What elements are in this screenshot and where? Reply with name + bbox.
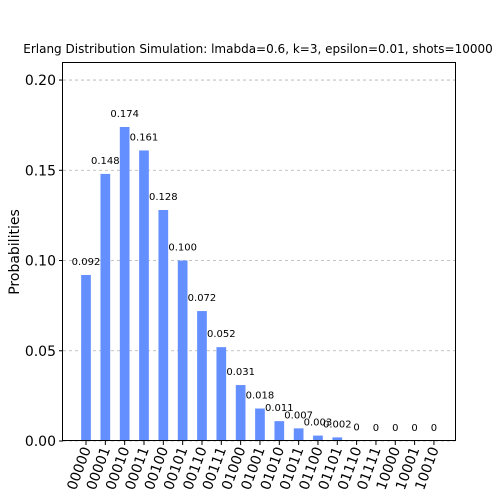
data-label: 0 xyxy=(373,423,379,434)
chart-title: Erlang Distribution Simulation: lmabda=0… xyxy=(23,42,493,56)
data-label: 0.003 xyxy=(304,418,333,429)
data-label: 0.072 xyxy=(188,293,217,304)
y-tick-label: 0.05 xyxy=(25,344,56,360)
bar xyxy=(216,347,227,441)
data-label: 0.092 xyxy=(72,257,101,268)
bar xyxy=(119,126,130,441)
bar xyxy=(255,408,265,441)
bar xyxy=(81,274,91,441)
data-label: 0.018 xyxy=(246,391,275,402)
bar xyxy=(332,437,343,441)
bar xyxy=(158,209,169,441)
data-label: 0 xyxy=(353,422,359,433)
plot-frame xyxy=(62,62,456,441)
bar xyxy=(274,421,285,441)
data-label: 0.148 xyxy=(91,156,120,167)
y-tick-label: 0.20 xyxy=(25,73,56,89)
y-axis-label: Probabilities xyxy=(7,209,23,295)
data-label: 0 xyxy=(411,423,417,434)
y-axis-ticks: 0.00 0.05 0.10 0.15 0.20 xyxy=(25,73,63,450)
bar xyxy=(100,173,111,441)
data-label: 0.100 xyxy=(168,243,197,254)
data-labels: 0.092 0.148 0.174 0.161 0.128 0.100 0.072 0.052… xyxy=(72,109,437,434)
bar xyxy=(293,428,304,441)
data-label: 0.161 xyxy=(130,132,159,143)
bar xyxy=(177,260,188,441)
data-label: 0.174 xyxy=(110,109,139,120)
y-tick-label: 0.10 xyxy=(25,254,56,270)
data-label: 0.031 xyxy=(226,367,255,378)
data-label: 0.052 xyxy=(207,329,236,340)
bar xyxy=(197,311,207,441)
data-label: 0.007 xyxy=(284,410,313,421)
y-tick-label: 0.15 xyxy=(25,163,56,179)
data-label: 0 xyxy=(431,423,437,434)
data-label: 0.002 xyxy=(323,419,352,430)
bar xyxy=(139,150,149,441)
data-label: 0.128 xyxy=(149,192,178,203)
bar xyxy=(313,435,323,441)
data-label: 0.011 xyxy=(265,403,294,414)
bars xyxy=(81,126,362,441)
y-tick-label: 0.00 xyxy=(25,434,56,450)
bar xyxy=(235,385,246,441)
data-label: 0 xyxy=(392,423,398,434)
